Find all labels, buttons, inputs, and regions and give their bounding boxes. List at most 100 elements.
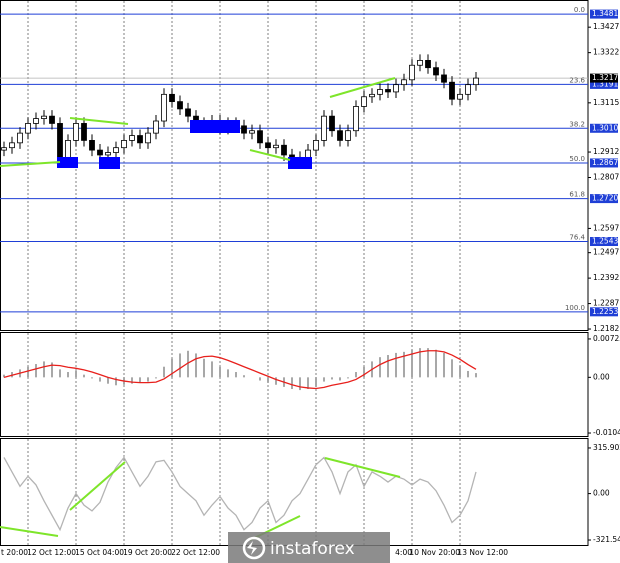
candle-body xyxy=(81,123,87,141)
macd-bar xyxy=(163,366,165,378)
macd-bar xyxy=(43,361,45,378)
macd-bar xyxy=(467,370,469,378)
candle-body xyxy=(425,59,431,69)
macd-bar xyxy=(379,357,381,378)
candle-body xyxy=(265,142,271,149)
macd-bar xyxy=(3,374,5,378)
macd-bar xyxy=(323,377,325,382)
candle-body xyxy=(321,115,327,141)
macd-bar xyxy=(91,377,93,379)
candle-body xyxy=(17,132,23,144)
macd-bar xyxy=(179,353,181,378)
candle-body xyxy=(73,123,79,141)
candle-body xyxy=(1,147,7,151)
y-tick-label: 1.2912 xyxy=(593,147,619,156)
macd-bar xyxy=(219,366,221,378)
candle-body xyxy=(345,130,351,141)
y-tick-label: 0.00 xyxy=(593,489,610,498)
macd-bar xyxy=(307,377,309,390)
macd-bar xyxy=(203,358,205,378)
macd-bar xyxy=(107,377,109,384)
candle-body xyxy=(9,142,15,149)
x-tick-label: 12 Oct 12:00 xyxy=(27,548,76,557)
fib-label: 0.0 xyxy=(574,6,585,14)
macd-bar xyxy=(35,364,37,378)
trend-line xyxy=(249,149,291,161)
macd-bar xyxy=(115,377,117,386)
macd-bar xyxy=(315,377,317,387)
watermark-icon xyxy=(242,536,266,560)
macd-bar xyxy=(411,349,413,378)
macd-bar xyxy=(387,355,389,378)
macd-bar xyxy=(195,353,197,378)
candle-body xyxy=(377,89,383,95)
y-tick-label: 0.00723 xyxy=(593,334,620,343)
trend-line xyxy=(69,461,126,511)
candle-body xyxy=(249,130,255,134)
y-tick-label: 1.2807 xyxy=(593,173,619,182)
candle-body xyxy=(385,89,391,93)
price-box xyxy=(590,9,618,19)
candle-body xyxy=(169,93,175,103)
y-tick-label: 315.9023 xyxy=(593,443,620,452)
candle-body xyxy=(57,123,63,158)
candle-body xyxy=(33,118,39,124)
macd-bar xyxy=(227,369,229,378)
macd-bar xyxy=(51,362,53,378)
y-tick-label: 1.2287 xyxy=(593,299,619,308)
fib-label: 100.0 xyxy=(565,304,585,312)
candle-body xyxy=(185,108,191,117)
fib-price-label: 1.3191 xyxy=(592,79,618,88)
candle-body xyxy=(65,140,71,158)
price-box xyxy=(590,73,618,83)
candle-body xyxy=(465,84,471,95)
candle-body xyxy=(177,101,183,110)
candle-body xyxy=(393,84,399,93)
macd-bar xyxy=(155,377,157,379)
macd-bar xyxy=(299,377,301,391)
fib-price-label: 1.2543 xyxy=(592,237,618,246)
price-box xyxy=(590,237,618,247)
candle-body xyxy=(273,144,279,149)
macd-bar xyxy=(139,377,141,383)
macd-bar xyxy=(147,377,149,382)
trend-line xyxy=(0,526,59,537)
macd-bar xyxy=(475,373,477,378)
candle-body xyxy=(417,59,423,66)
fib-price-label: 1.3010 xyxy=(592,123,618,132)
macd-bar xyxy=(451,359,453,378)
y-tick-label: 0.00 xyxy=(593,372,610,381)
candle-body xyxy=(49,115,55,124)
y-tick-label: 1.2392 xyxy=(593,273,619,282)
x-tick-label: 19 Oct 20:00 xyxy=(123,548,172,557)
macd-bar xyxy=(83,374,85,378)
macd-bar xyxy=(187,350,189,378)
price-box xyxy=(590,307,618,317)
macd-bar xyxy=(435,349,437,378)
y-tick-label: 1.3322 xyxy=(593,48,619,57)
price-box xyxy=(590,194,618,204)
candle-body xyxy=(145,132,151,144)
candle-body xyxy=(41,115,47,119)
candle-body xyxy=(409,64,415,81)
watermark-text: instaforex xyxy=(270,539,355,559)
macd-bar xyxy=(443,352,445,378)
x-tick-label: 15 Oct 04:00 xyxy=(75,548,124,557)
candle-body xyxy=(241,125,247,134)
y-tick-label: 1.3115 xyxy=(593,98,619,107)
signal-line xyxy=(3,350,477,390)
watermark: instaforex xyxy=(228,532,390,563)
zone-box xyxy=(288,157,312,169)
macd-bar xyxy=(131,377,133,384)
watermark-icon xyxy=(247,541,257,555)
macd-bar xyxy=(27,366,29,378)
candle-body xyxy=(361,96,367,107)
candle-body xyxy=(281,144,287,156)
candle-body xyxy=(305,149,311,158)
candle-body xyxy=(441,74,447,83)
y-tick-label: 1.3427 xyxy=(593,22,619,31)
trend-line xyxy=(324,457,401,478)
fib-label: 38.2 xyxy=(569,120,585,128)
last-price-label: 1.3217 xyxy=(592,73,618,82)
